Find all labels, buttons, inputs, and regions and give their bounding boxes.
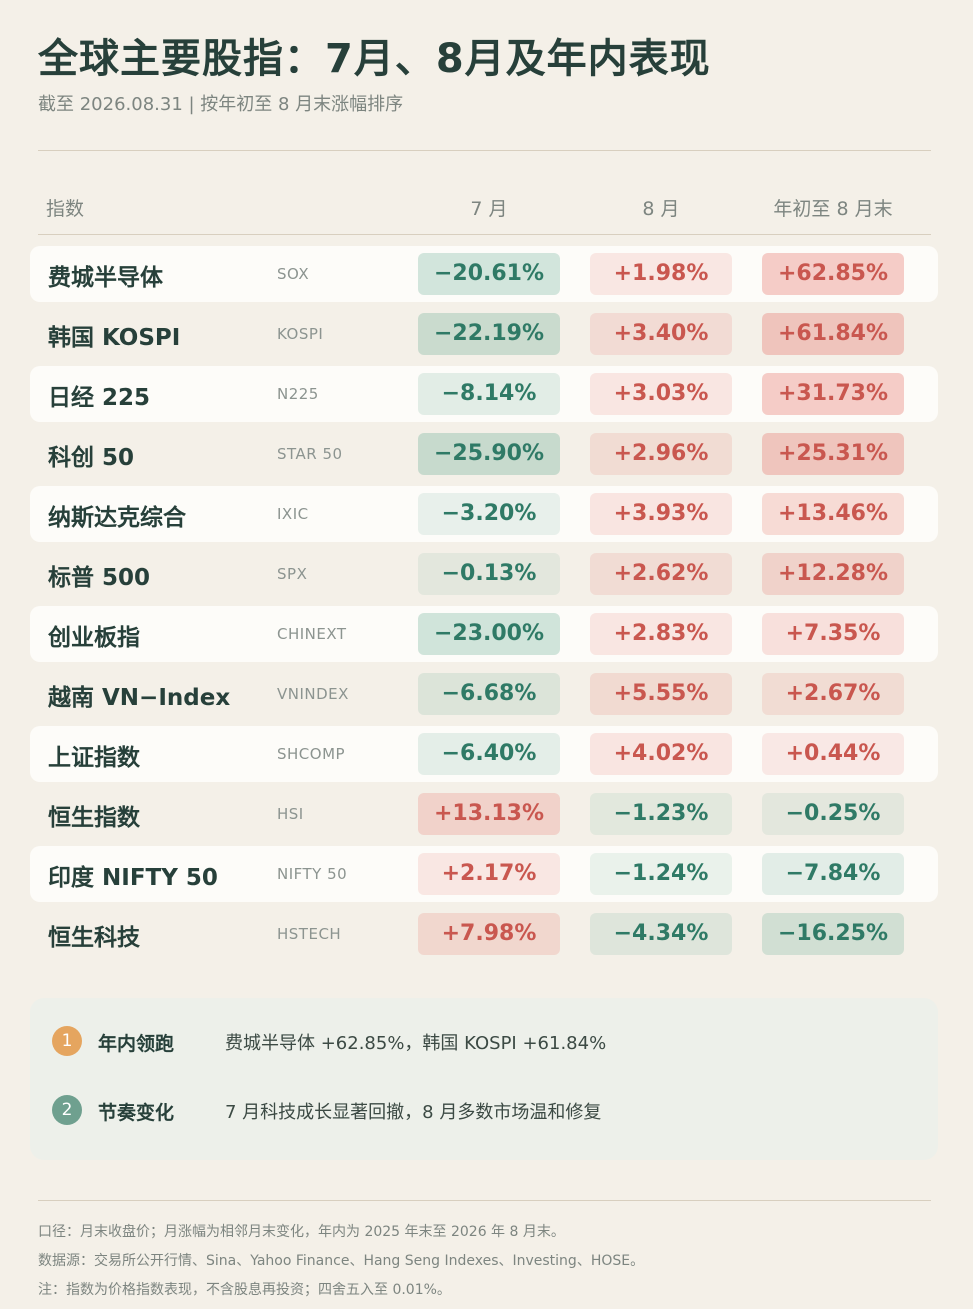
ytd-change-cell: +61.84% xyxy=(762,313,904,355)
index-name: 创业板指 xyxy=(48,625,140,651)
index-code: IXIC xyxy=(277,505,309,523)
table-header: 指数 7 月 8 月 年初至 8 月末 xyxy=(30,186,938,226)
index-name: 纳斯达克综合 xyxy=(48,505,186,531)
july-change-cell: −0.13% xyxy=(418,553,560,595)
table-row: 标普 500 SPX −0.13% +2.62% +12.28% xyxy=(30,546,938,602)
index-code: SOX xyxy=(277,265,310,283)
note-text: 费城半导体 +62.85%，韩国 KOSPI +61.84% xyxy=(225,1033,607,1054)
index-table: 费城半导体 SOX −20.61% +1.98% +62.85% 韩国 KOSPI KOSP… xyxy=(30,246,938,966)
note-label: 节奏变化 xyxy=(98,1102,175,1124)
header-index: 指数 xyxy=(46,198,85,220)
august-change-cell: +2.62% xyxy=(590,553,732,595)
august-change-cell: +3.93% xyxy=(590,493,732,535)
index-code: N225 xyxy=(277,385,319,403)
july-change-cell: −23.00% xyxy=(418,613,560,655)
index-name: 上证指数 xyxy=(48,745,140,771)
ytd-change-cell: −7.84% xyxy=(762,853,904,895)
header-july: 7 月 xyxy=(470,198,508,220)
index-name: 标普 500 xyxy=(48,565,151,591)
ytd-change-cell: +2.67% xyxy=(762,673,904,715)
july-change-cell: −8.14% xyxy=(418,373,560,415)
table-row: 纳斯达克综合 IXIC −3.20% +3.93% +13.46% xyxy=(30,486,938,542)
july-change-cell: +7.98% xyxy=(418,913,560,955)
table-row: 科创 50 STAR 50 −25.90% +2.96% +25.31% xyxy=(30,426,938,482)
index-code: KOSPI xyxy=(277,325,324,343)
ytd-change-cell: +7.35% xyxy=(762,613,904,655)
notes-panel: 1 年内领跑 费城半导体 +62.85%，韩国 KOSPI +61.84% 2 … xyxy=(30,998,938,1160)
footer-divider xyxy=(38,1200,931,1201)
table-row: 创业板指 CHINEXT −23.00% +2.83% +7.35% xyxy=(30,606,938,662)
page-subtitle: 截至 2026.08.31 | 按年初至 8 月末涨幅排序 xyxy=(38,94,404,115)
footer-line: 口径：月末收盘价；月涨幅为相邻月末变化，年内为 2025 年末至 2026 年 … xyxy=(38,1224,565,1240)
index-name: 韩国 KOSPI xyxy=(48,325,181,351)
page-title: 全球主要股指：7月、8月及年内表现 xyxy=(38,36,711,82)
index-name: 恒生科技 xyxy=(48,925,140,951)
table-row: 费城半导体 SOX −20.61% +1.98% +62.85% xyxy=(30,246,938,302)
note-item: 2 节奏变化 7 月科技成长显著回撤，8 月多数市场温和修复 xyxy=(52,1094,912,1126)
ytd-change-cell: +0.44% xyxy=(762,733,904,775)
index-name: 科创 50 xyxy=(48,445,135,471)
july-change-cell: +2.17% xyxy=(418,853,560,895)
ytd-change-cell: +13.46% xyxy=(762,493,904,535)
header-divider xyxy=(38,234,931,235)
table-row: 日经 225 N225 −8.14% +3.03% +31.73% xyxy=(30,366,938,422)
index-code: SHCOMP xyxy=(277,745,346,763)
index-name: 费城半导体 xyxy=(48,265,163,291)
table-row: 韩国 KOSPI KOSPI −22.19% +3.40% +61.84% xyxy=(30,306,938,362)
august-change-cell: −4.34% xyxy=(590,913,732,955)
index-name: 日经 225 xyxy=(48,385,151,411)
ytd-change-cell: +12.28% xyxy=(762,553,904,595)
ytd-change-cell: +62.85% xyxy=(762,253,904,295)
header-ytd: 年初至 8 月末 xyxy=(773,198,893,220)
index-code: HSI xyxy=(277,805,304,823)
index-code: STAR 50 xyxy=(277,445,343,463)
august-change-cell: −1.24% xyxy=(590,853,732,895)
august-change-cell: +5.55% xyxy=(590,673,732,715)
august-change-cell: +3.40% xyxy=(590,313,732,355)
note-label: 年内领跑 xyxy=(98,1033,175,1055)
number-badge-2: 2 xyxy=(52,1095,82,1125)
ytd-change-cell: +31.73% xyxy=(762,373,904,415)
index-code: NIFTY 50 xyxy=(277,865,348,883)
august-change-cell: +2.96% xyxy=(590,433,732,475)
index-name: 恒生指数 xyxy=(48,805,140,831)
july-change-cell: −6.68% xyxy=(418,673,560,715)
august-change-cell: +2.83% xyxy=(590,613,732,655)
july-change-cell: −25.90% xyxy=(418,433,560,475)
index-code: CHINEXT xyxy=(277,625,347,643)
note-item: 1 年内领跑 费城半导体 +62.85%，韩国 KOSPI +61.84% xyxy=(52,1025,912,1057)
august-change-cell: +4.02% xyxy=(590,733,732,775)
note-text: 7 月科技成长显著回撤，8 月多数市场温和修复 xyxy=(225,1102,602,1123)
august-change-cell: +1.98% xyxy=(590,253,732,295)
table-row: 恒生指数 HSI +13.13% −1.23% −0.25% xyxy=(30,786,938,842)
ytd-change-cell: +25.31% xyxy=(762,433,904,475)
table-row: 上证指数 SHCOMP −6.40% +4.02% +0.44% xyxy=(30,726,938,782)
top-divider xyxy=(38,150,931,151)
ytd-change-cell: −0.25% xyxy=(762,793,904,835)
index-name: 越南 VN−Index xyxy=(48,685,231,711)
index-code: VNINDEX xyxy=(277,685,349,703)
table-row: 印度 NIFTY 50 NIFTY 50 +2.17% −1.24% −7.84% xyxy=(30,846,938,902)
ytd-change-cell: −16.25% xyxy=(762,913,904,955)
footer-line: 数据源：交易所公开行情、Sina、Yahoo Finance、Hang Seng… xyxy=(38,1253,645,1269)
july-change-cell: +13.13% xyxy=(418,793,560,835)
table-row: 恒生科技 HSTECH +7.98% −4.34% −16.25% xyxy=(30,906,938,962)
table-row: 越南 VN−Index VNINDEX −6.68% +5.55% +2.67% xyxy=(30,666,938,722)
july-change-cell: −3.20% xyxy=(418,493,560,535)
august-change-cell: −1.23% xyxy=(590,793,732,835)
index-name: 印度 NIFTY 50 xyxy=(48,865,218,891)
august-change-cell: +3.03% xyxy=(590,373,732,415)
footer-line: 注：指数为价格指数表现，不含股息再投资；四舍五入至 0.01%。 xyxy=(38,1282,451,1298)
header-august: 8 月 xyxy=(642,198,680,220)
number-badge-1: 1 xyxy=(52,1026,82,1056)
july-change-cell: −6.40% xyxy=(418,733,560,775)
july-change-cell: −22.19% xyxy=(418,313,560,355)
index-code: HSTECH xyxy=(277,925,342,943)
july-change-cell: −20.61% xyxy=(418,253,560,295)
index-code: SPX xyxy=(277,565,308,583)
